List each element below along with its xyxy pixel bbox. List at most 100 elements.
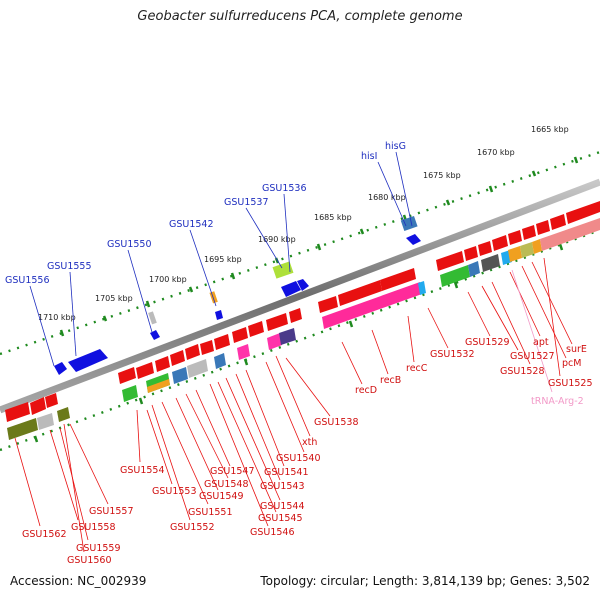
- gene-arrow-GSU1538: [289, 308, 302, 323]
- label-GSU1553: GSU1553: [152, 486, 197, 497]
- gene-arrow-GSU1525: [550, 214, 566, 230]
- gene-box-hisI: [400, 215, 418, 231]
- gene-box-GSU1550: [148, 311, 157, 325]
- label-hisI: hisI: [361, 151, 377, 162]
- gene-arrow-apt: [508, 230, 522, 245]
- label-hisG: hisG: [385, 141, 406, 152]
- gene-arrow-GSU1527: [492, 235, 508, 251]
- label-GSU1554: GSU1554: [120, 465, 165, 476]
- kbp-label-1705: 1705 kbp: [95, 294, 133, 303]
- lower-axis: [0, 228, 600, 452]
- gene-arrow-GSU1543: [232, 327, 248, 343]
- gene-arrow-surE: [536, 220, 550, 235]
- gene-arrow-GSU1553: [136, 362, 154, 379]
- gene-arrow-GSU1554: [118, 367, 136, 384]
- label-GSU1560: GSU1560: [67, 555, 112, 566]
- label-GSU1552: GSU1552: [170, 522, 215, 533]
- label-GSU1549: GSU1549: [199, 491, 244, 502]
- gene-arrow-GSU1551: [170, 350, 185, 366]
- label-GSU1546: GSU1546: [250, 527, 295, 538]
- gene-arrow-GSU1549: [185, 344, 200, 360]
- gene-arrow-GSU1550: [150, 330, 160, 340]
- genome-info-text: Topology: circular; Length: 3,814,139 bp…: [260, 574, 590, 588]
- gene-arrow-GSU1542: [215, 310, 223, 320]
- label-GSU1562: GSU1562: [22, 529, 67, 540]
- label-surE: surE: [566, 344, 587, 355]
- reverse-genes: [5, 201, 600, 422]
- label-GSU1541: GSU1541: [264, 467, 309, 478]
- kbp-label-1710: 1710 kbp: [38, 313, 76, 322]
- label-GSU1528: GSU1528: [500, 366, 545, 377]
- kbp-label-1665: 1665 kbp: [531, 125, 569, 134]
- label-GSU1559: GSU1559: [76, 543, 121, 554]
- gene-arrow-GSU1540: [266, 313, 288, 331]
- gene-arrow-GSU1541: [248, 321, 264, 337]
- accession-text: Accession: NC_002939: [10, 574, 147, 588]
- label-GSU1545: GSU1545: [258, 513, 303, 524]
- label-GSU1556: GSU1556: [5, 275, 50, 286]
- label-GSU1532: GSU1532: [430, 349, 475, 360]
- gene-arrow-GSU1562: [5, 402, 30, 422]
- gene-arrow-GSU1545: [214, 334, 230, 350]
- gene-arrow-GSU1555: [68, 349, 108, 372]
- gene-arrow-GSU1547: [200, 340, 214, 355]
- label-recB: recB: [380, 375, 401, 386]
- gene-arrow-GSU1556: [54, 362, 67, 375]
- gene-arrow-GSU1532: [436, 251, 464, 271]
- label-GSU1555: GSU1555: [47, 261, 92, 272]
- gene-arrow-GSU1528: [478, 241, 492, 256]
- top-label-connectors: [29, 151, 413, 367]
- gene-arrow-GSU1552: [155, 356, 170, 372]
- kbp-label-1695: 1695 kbp: [204, 255, 242, 264]
- label-GSU1537: GSU1537: [224, 197, 269, 208]
- kbp-axis: [0, 150, 600, 356]
- label-GSU1538: GSU1538: [314, 417, 359, 428]
- label-GSU1529: GSU1529: [465, 337, 510, 348]
- bottom-label-connectors: [14, 257, 573, 553]
- kbp-label-1670: 1670 kbp: [477, 148, 515, 157]
- gene-arrow-GSU1559: [30, 397, 46, 415]
- label-GSU1557: GSU1557: [89, 506, 134, 517]
- gene-arrow-GSU1557: [45, 393, 58, 408]
- gene-domain-boxes: [7, 218, 600, 440]
- label-GSU1558: GSU1558: [71, 522, 116, 533]
- label-GSU1548: GSU1548: [204, 479, 249, 490]
- gene-arrow-recB: [338, 280, 382, 306]
- trna-connector: [511, 269, 553, 393]
- kbp-label-1700: 1700 kbp: [149, 275, 187, 284]
- gene-arrow-pcM: [522, 225, 536, 240]
- label-GSU1525: GSU1525: [548, 378, 593, 389]
- forward-genes: [54, 234, 421, 375]
- lower-axis-ticks: [33, 243, 564, 443]
- label-recC: recC: [406, 363, 428, 374]
- gene-arrow-tail: [566, 201, 600, 224]
- label-GSU1536: GSU1536: [262, 183, 307, 194]
- label-recD: recD: [355, 385, 377, 396]
- gene-arrow-GSU1536a: [281, 281, 301, 297]
- gene-arrow-GSU1529: [464, 246, 478, 261]
- label-GSU1544: GSU1544: [260, 501, 305, 512]
- gene-arrow-recC: [380, 268, 416, 291]
- gene-box-GSU1536: [272, 261, 294, 279]
- label-GSU1547: GSU1547: [210, 466, 255, 477]
- kbp-label-1675: 1675 kbp: [423, 171, 461, 180]
- label-xth: xth: [302, 437, 317, 448]
- label-GSU1551: GSU1551: [188, 507, 233, 518]
- gene-arrow-recD: [318, 296, 338, 313]
- label-GSU1543: GSU1543: [260, 481, 305, 492]
- label-GSU1527: GSU1527: [510, 351, 555, 362]
- kbp-label-1685: 1685 kbp: [314, 213, 352, 222]
- map-title: Geobacter sulfurreducens PCA, complete g…: [137, 9, 463, 24]
- gene-arrow-hisG: [406, 234, 421, 245]
- kbp-label-1690: 1690 kbp: [258, 235, 296, 244]
- genome-backbone: [0, 178, 600, 414]
- label-pcM: pcM: [562, 358, 581, 369]
- label-apt: apt: [533, 337, 549, 348]
- gene-arrow-GSU1536b: [297, 279, 309, 291]
- label-GSU1542: GSU1542: [169, 219, 214, 230]
- label-GSU1540: GSU1540: [276, 453, 321, 464]
- label-GSU1550: GSU1550: [107, 239, 152, 250]
- label-tRNA-Arg-2: tRNA-Arg-2: [531, 396, 584, 407]
- gene-box-GSU1542: [209, 291, 218, 304]
